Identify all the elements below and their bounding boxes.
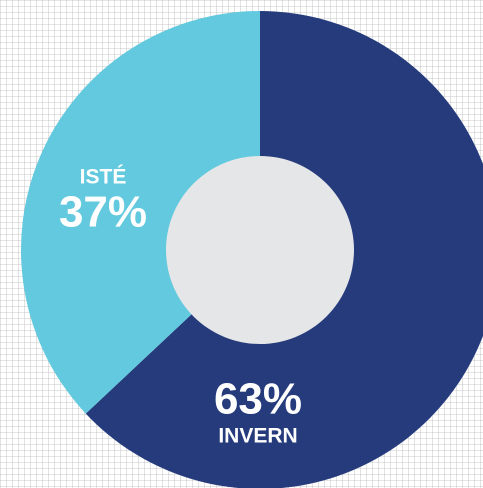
donut-hole (166, 156, 354, 344)
labels: 63%INVERN 37%ISTÉ (59, 166, 302, 448)
category-label: ISTÉ (80, 166, 127, 189)
value-label: 63% (214, 375, 302, 424)
category-label: INVERN (218, 425, 297, 448)
value-label: 37% (59, 188, 147, 237)
slice (21, 11, 260, 414)
